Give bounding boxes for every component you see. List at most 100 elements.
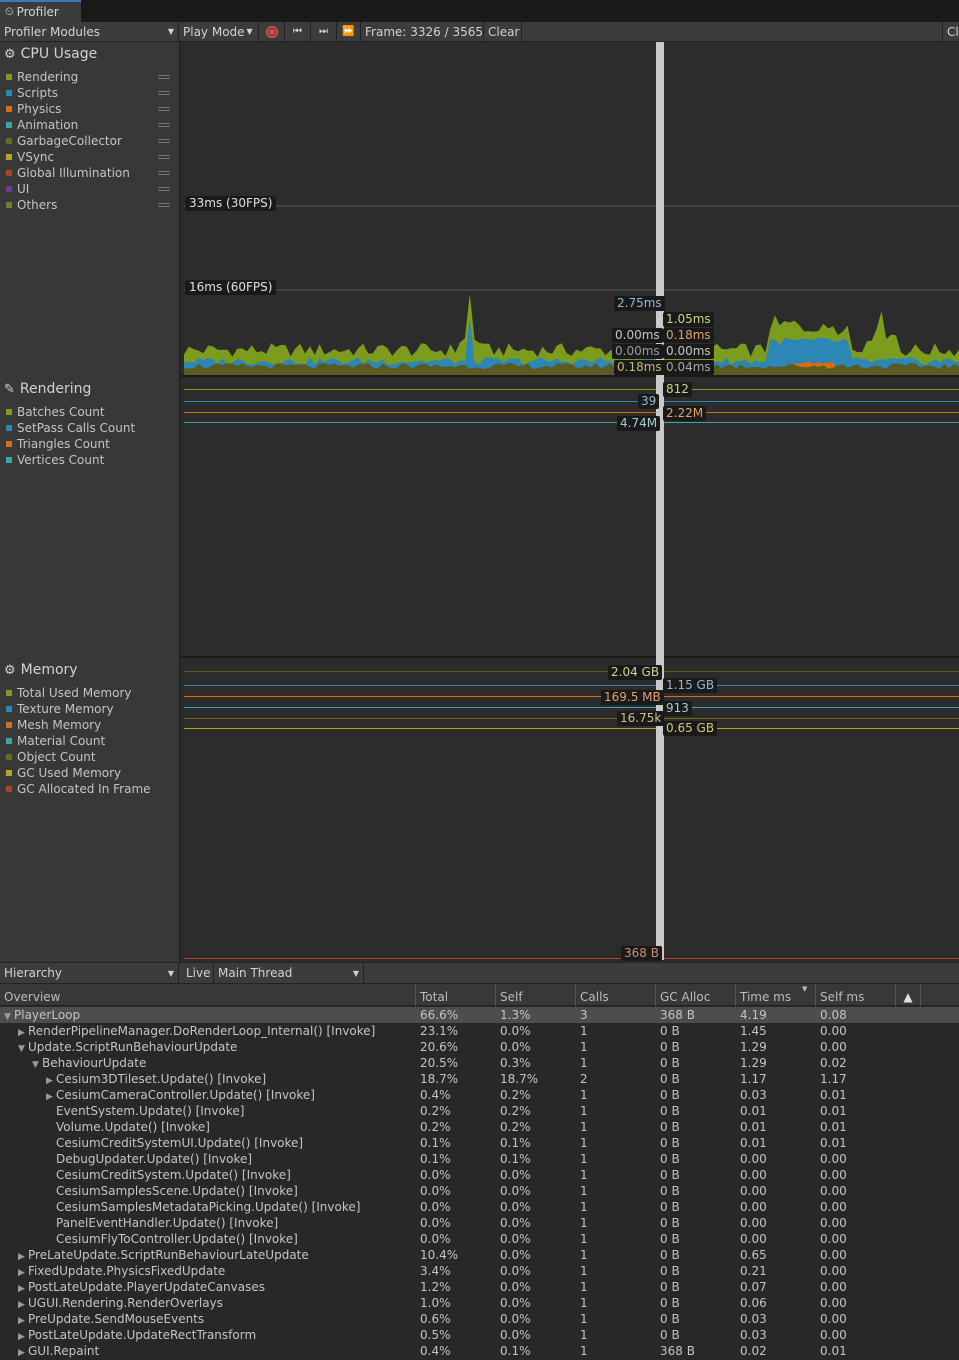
table-row[interactable]: ▶ GUI.Repaint 0.4% 0.1% 1 368 B 0.02 0.01 xyxy=(0,1343,959,1359)
table-row[interactable]: ▼ PlayerLoop 66.6% 1.3% 3 368 B 4.19 0.08 xyxy=(0,1007,959,1023)
legend-item[interactable]: Texture Memory xyxy=(6,701,176,717)
collapsed-arrow-icon[interactable]: ▶ xyxy=(18,1348,25,1358)
table-row[interactable]: ▼ BehaviourUpdate 20.5% 0.3% 1 0 B 1.29 0.02 xyxy=(0,1055,959,1071)
profiler-tab[interactable]: ⏲ Profiler xyxy=(0,0,81,22)
legend-item[interactable]: Physics xyxy=(6,101,176,117)
col-self[interactable]: Self xyxy=(495,984,575,1006)
legend-item[interactable]: Vertices Count xyxy=(6,452,176,468)
first-frame-button[interactable]: ⏮ xyxy=(285,22,311,41)
cell-total: 0.1% xyxy=(420,1136,451,1150)
clear-button[interactable]: Clear xyxy=(484,22,522,41)
frame-cursor[interactable] xyxy=(656,42,664,960)
current-frame-button[interactable]: ⏩ xyxy=(337,22,361,41)
table-row[interactable]: CesiumCreditSystem.Update() [Invoke] 0.0%… xyxy=(0,1167,959,1183)
next-frame-button[interactable]: ⏭ xyxy=(311,22,337,41)
view-type-dropdown[interactable]: Hierarchy ▼ xyxy=(0,963,179,983)
memory-module-panel[interactable]: ⚙ Memory Total Used Memory Texture Memory… xyxy=(0,658,180,962)
cell-time: 0.07 xyxy=(740,1280,767,1294)
clear-on-play-button[interactable]: Cl xyxy=(942,22,959,41)
fast-forward-icon: ⏩ xyxy=(342,26,355,37)
rendering-module-panel[interactable]: ✎ Rendering Batches Count SetPass Calls C… xyxy=(0,377,180,655)
table-row[interactable]: ▶ PreLateUpdate.ScriptRunBehaviourLateUpd… xyxy=(0,1247,959,1263)
table-row[interactable]: ▼ Update.ScriptRunBehaviourUpdate 20.6% 0.0… xyxy=(0,1039,959,1055)
legend-item[interactable]: Batches Count xyxy=(6,404,176,420)
legend-item[interactable]: Animation xyxy=(6,117,176,133)
table-row[interactable]: DebugUpdater.Update() [Invoke] 0.1% 0.1% 1 0… xyxy=(0,1151,959,1167)
legend-item[interactable]: Total Used Memory xyxy=(6,685,176,701)
warning-column-icon[interactable]: ▲ xyxy=(895,984,920,1006)
collapsed-arrow-icon[interactable]: ▶ xyxy=(18,1028,25,1038)
table-row[interactable]: ▶ CesiumCameraController.Update() [Invoke… xyxy=(0,1087,959,1103)
legend-item[interactable]: SetPass Calls Count xyxy=(6,420,176,436)
profiler-modules-dropdown[interactable]: Profiler Modules ▼ xyxy=(0,22,179,41)
cpu-usage-chart[interactable] xyxy=(181,42,959,375)
expanded-arrow-icon[interactable]: ▼ xyxy=(32,1060,39,1070)
drag-handle-icon[interactable] xyxy=(158,91,170,95)
thread-dropdown[interactable]: Main Thread ▼ xyxy=(214,963,364,983)
legend-item[interactable]: Mesh Memory xyxy=(6,717,176,733)
table-row[interactable]: PanelEventHandler.Update() [Invoke] 0.0% 0… xyxy=(0,1215,959,1231)
clear-on-play-label: Cl xyxy=(947,24,959,39)
col-self-ms[interactable]: Self ms xyxy=(815,984,895,1006)
expanded-arrow-icon[interactable]: ▼ xyxy=(18,1044,25,1054)
play-mode-dropdown[interactable]: Play Mode ▼ xyxy=(179,22,259,41)
legend-label: VSync xyxy=(17,150,55,164)
col-time-ms[interactable]: Time ms xyxy=(735,984,815,1006)
table-row[interactable]: ▶ PostLateUpdate.UpdateRectTransform 0.5% 0… xyxy=(0,1327,959,1343)
legend-item[interactable]: Rendering xyxy=(6,69,176,85)
col-gc-alloc[interactable]: GC Alloc xyxy=(655,984,735,1006)
legend-item[interactable]: GarbageCollector xyxy=(6,133,176,149)
drag-handle-icon[interactable] xyxy=(158,171,170,175)
table-row[interactable]: CesiumSamplesScene.Update() [Invoke] 0.0%… xyxy=(0,1183,959,1199)
legend-item[interactable]: UI xyxy=(6,181,176,197)
table-row[interactable]: CesiumCreditSystemUI.Update() [Invoke] 0.… xyxy=(0,1135,959,1151)
legend-item[interactable]: Object Count xyxy=(6,749,176,765)
table-row[interactable]: EventSystem.Update() [Invoke] 0.2% 0.2% 1 0 … xyxy=(0,1103,959,1119)
table-row[interactable]: ▶ RenderPipelineManager.DoRenderLoop_Inte… xyxy=(0,1023,959,1039)
hierarchy-tree[interactable]: ▼ PlayerLoop 66.6% 1.3% 3 368 B 4.19 0.08 ▶ Rende… xyxy=(0,1007,959,1360)
legend-item[interactable]: Scripts xyxy=(6,85,176,101)
table-row[interactable]: ▶ UGUI.Rendering.RenderOverlays 1.0% 0.0% 1 0… xyxy=(0,1295,959,1311)
legend-item[interactable]: GC Used Memory xyxy=(6,765,176,781)
expanded-arrow-icon[interactable]: ▼ xyxy=(4,1012,11,1022)
drag-handle-icon[interactable] xyxy=(158,123,170,127)
collapsed-arrow-icon[interactable]: ▶ xyxy=(18,1332,25,1342)
collapsed-arrow-icon[interactable]: ▶ xyxy=(18,1316,25,1326)
legend-item[interactable]: Global Illumination xyxy=(6,165,176,181)
legend-item[interactable]: GC Allocated In Frame xyxy=(6,781,176,797)
cell-gc: 0 B xyxy=(660,1248,680,1262)
table-row[interactable]: Volume.Update() [Invoke] 0.2% 0.2% 1 0 B 0.01… xyxy=(0,1119,959,1135)
table-row[interactable]: ▶ PreUpdate.SendMouseEvents 0.6% 0.0% 1 0 B 0.… xyxy=(0,1311,959,1327)
table-row[interactable]: ▶ FixedUpdate.PhysicsFixedUpdate 3.4% 0.0% 1… xyxy=(0,1263,959,1279)
drag-handle-icon[interactable] xyxy=(158,187,170,191)
collapsed-arrow-icon[interactable]: ▶ xyxy=(18,1268,25,1278)
drag-handle-icon[interactable] xyxy=(158,139,170,143)
drag-handle-icon[interactable] xyxy=(158,75,170,79)
cell-selfms: 0.00 xyxy=(820,1024,847,1038)
collapsed-arrow-icon[interactable]: ▶ xyxy=(46,1092,53,1102)
collapsed-arrow-icon[interactable]: ▶ xyxy=(18,1300,25,1310)
drag-handle-icon[interactable] xyxy=(158,107,170,111)
legend-item[interactable]: VSync xyxy=(6,149,176,165)
col-overview[interactable]: Overview xyxy=(4,990,61,1004)
table-row[interactable]: CesiumSamplesMetadataPicking.Update() [I… xyxy=(0,1199,959,1215)
collapsed-arrow-icon[interactable]: ▶ xyxy=(18,1252,25,1262)
profiler-chart-area[interactable]: 33ms (30FPS) 16ms (60FPS) 2.75ms 1.05ms … xyxy=(181,42,959,962)
col-calls[interactable]: Calls xyxy=(575,984,655,1006)
table-row[interactable]: CesiumFlyToController.Update() [Invoke] 0… xyxy=(0,1231,959,1247)
cpu-module-panel[interactable]: ⚙ CPU Usage Rendering Scripts Physics Anima… xyxy=(0,42,180,375)
cell-self: 0.0% xyxy=(500,1200,531,1214)
collapsed-arrow-icon[interactable]: ▶ xyxy=(18,1284,25,1294)
legend-item[interactable]: Triangles Count xyxy=(6,436,176,452)
drag-handle-icon[interactable] xyxy=(158,155,170,159)
table-row[interactable]: ▶ PostLateUpdate.PlayerUpdateCanvases 1.2%… xyxy=(0,1279,959,1295)
live-toggle[interactable]: Live xyxy=(182,963,214,983)
legend-item[interactable]: Material Count xyxy=(6,733,176,749)
collapsed-arrow-icon[interactable]: ▶ xyxy=(46,1076,53,1086)
cell-selfms: 0.00 xyxy=(820,1216,847,1230)
table-row[interactable]: ▶ Cesium3DTileset.Update() [Invoke] 18.7% 1… xyxy=(0,1071,959,1087)
col-total[interactable]: Total xyxy=(415,984,495,1006)
drag-handle-icon[interactable] xyxy=(158,203,170,207)
record-button[interactable] xyxy=(259,22,285,41)
legend-item[interactable]: Others xyxy=(6,197,176,213)
